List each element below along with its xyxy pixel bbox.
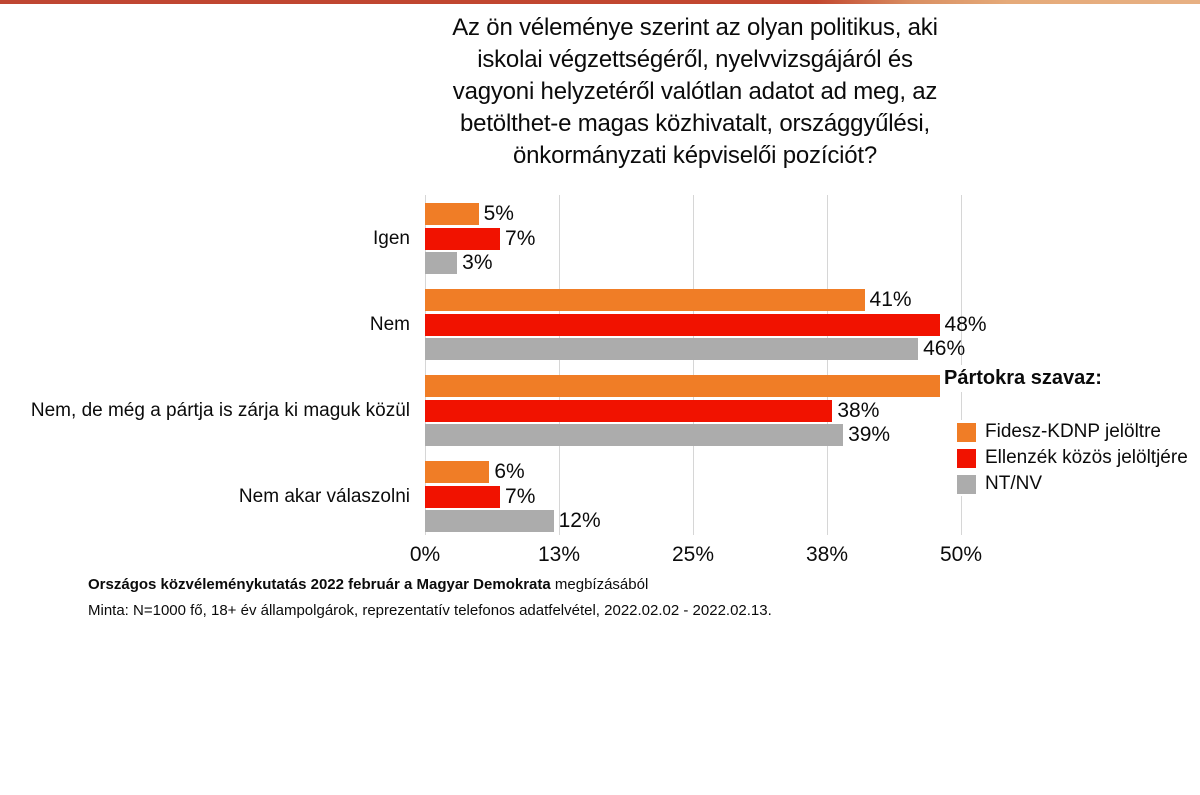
x-tick-label: 0% <box>409 543 441 566</box>
top-accent-bar <box>0 0 1200 4</box>
footer-source-line: Országos közvéleménykutatás 2022 február… <box>88 576 772 593</box>
legend-item: NT/NV <box>957 474 1188 494</box>
bar-value-label: 5% <box>483 202 514 225</box>
bar <box>425 313 940 336</box>
legend-item: Fidesz-KDNP jelöltre <box>957 422 1188 442</box>
legend-item: Ellenzék közös jelöltjére <box>957 448 1188 468</box>
x-tick-label: 38% <box>805 543 849 566</box>
bar <box>425 338 919 361</box>
x-tick-label: 25% <box>671 543 715 566</box>
bar-value-label: 38% <box>837 398 880 422</box>
legend-swatch <box>957 474 976 494</box>
legend-label: Ellenzék közös jelöltjére <box>985 447 1188 468</box>
bar-value-label: 6% <box>494 460 525 483</box>
bar <box>425 252 458 275</box>
legend-title: Pártokra szavaz: <box>942 365 1108 392</box>
x-tick-label: 13% <box>537 543 581 566</box>
gridline <box>693 195 694 535</box>
bar <box>425 424 844 447</box>
bar <box>425 203 479 225</box>
bar-value-label: 7% <box>505 484 536 508</box>
x-tick-label: 50% <box>939 543 983 566</box>
bar-value-label: 39% <box>848 423 891 447</box>
legend: Fidesz-KDNP jelöltre Ellenzék közös jelöl… <box>955 420 1190 496</box>
legend-label: Fidesz-KDNP jelöltre <box>985 421 1161 442</box>
footer: Országos közvéleménykutatás 2022 február… <box>88 576 772 619</box>
chart-title: Az ön véleménye szerint az olyan politik… <box>452 14 938 169</box>
category-label: Igen <box>373 227 410 249</box>
gridline <box>827 195 828 535</box>
gridline <box>559 195 560 535</box>
footer-sample-line: Minta: N=1000 fő, 18+ év állampolgárok, … <box>88 602 772 619</box>
legend-label: NT/NV <box>985 473 1042 494</box>
footer-source-bold: Országos közvéleménykutatás 2022 február… <box>88 576 551 593</box>
bar-value-label: 48% <box>944 312 987 336</box>
bar-value-label: 7% <box>505 226 536 250</box>
category-label: Nem <box>369 313 410 335</box>
category-label: Nem, de még a pártja is zárja ki maguk k… <box>30 399 410 421</box>
bar <box>425 485 501 508</box>
bar <box>425 289 865 311</box>
category-label: Nem akar válaszolni <box>238 485 410 507</box>
bar <box>425 461 490 483</box>
bar-value-label: 12% <box>558 509 601 533</box>
legend-swatch <box>957 448 976 468</box>
bar <box>425 510 554 533</box>
bar <box>425 375 940 397</box>
gridline <box>425 195 426 535</box>
footer-source-regular: megbízásából <box>550 576 649 593</box>
bar <box>425 227 501 250</box>
bar-value-label: 46% <box>923 337 966 361</box>
legend-swatch <box>957 422 976 442</box>
bar-value-label: 41% <box>869 288 912 311</box>
bar-value-label: 3% <box>462 251 493 275</box>
bar <box>425 399 833 422</box>
